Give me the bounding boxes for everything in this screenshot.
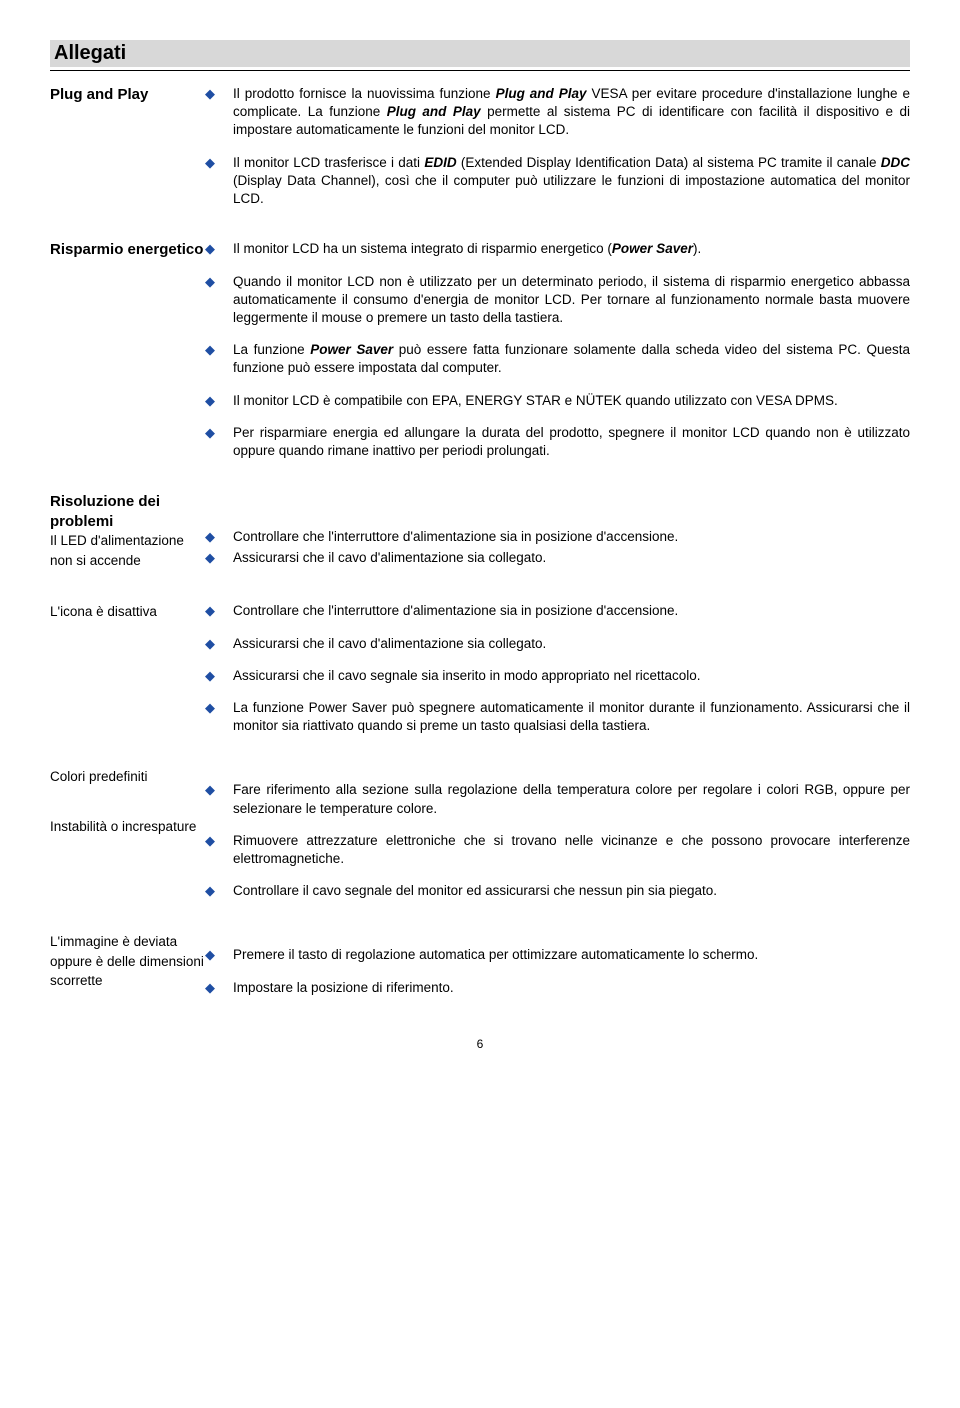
content: ◆ Premere il tasto di regolazione automa… (205, 932, 910, 996)
diamond-icon: ◆ (205, 832, 215, 850)
diamond-icon: ◆ (205, 392, 215, 410)
diamond-icon: ◆ (205, 549, 215, 567)
bullet-text: La funzione Power Saver può essere fatta… (233, 341, 910, 377)
diamond-icon: ◆ (205, 699, 215, 717)
bullet-text: Impostare la posizione di riferimento. (233, 979, 910, 997)
content: ◆ Controllare che l'interruttore d'alime… (205, 492, 910, 570)
bullet-text: Controllare il cavo segnale del monitor … (233, 882, 910, 900)
bullet-text: Assicurarsi che il cavo d'alimentazione … (233, 635, 910, 653)
bullet-item: ◆ Impostare la posizione di riferimento. (205, 979, 910, 997)
bullet-item: ◆ Assicurarsi che il cavo segnale sia in… (205, 667, 910, 685)
bullet-text: Quando il monitor LCD non è utilizzato p… (233, 273, 910, 328)
bullet-item: ◆ Il prodotto fornisce la nuovissima fun… (205, 85, 910, 140)
bullet-item: ◆ Premere il tasto di regolazione automa… (205, 946, 910, 964)
bullet-text: Il monitor LCD è compatibile con EPA, EN… (233, 392, 910, 410)
diamond-icon: ◆ (205, 341, 215, 359)
section-colori-instabilita: Colori predefiniti Instabilità o incresp… (50, 767, 910, 900)
diamond-icon: ◆ (205, 781, 215, 799)
side-sublabel: L'immagine è deviata oppure è delle dime… (50, 934, 204, 988)
header-underline (50, 70, 910, 71)
bullet-text: Controllare che l'interruttore d'aliment… (233, 528, 910, 546)
diamond-icon: ◆ (205, 635, 215, 653)
side-sublabel: Instabilità o increspature (50, 819, 196, 834)
bullet-item: ◆ Rimuovere attrezzature elettroniche ch… (205, 832, 910, 868)
bullet-text: Assicurarsi che il cavo d'alimentazione … (233, 549, 910, 567)
bullet-item: ◆ Quando il monitor LCD non è utilizzato… (205, 273, 910, 328)
side-sublabel: Colori predefiniti (50, 769, 148, 784)
bullet-item: ◆ Assicurarsi che il cavo d'alimentazion… (205, 549, 910, 567)
bullet-item: ◆ Il monitor LCD ha un sistema integrato… (205, 240, 910, 258)
bullet-text: Per risparmiare energia ed allungare la … (233, 424, 910, 460)
section-immagine-deviata: L'immagine è deviata oppure è delle dime… (50, 932, 910, 996)
content: ◆ Il monitor LCD ha un sistema integrato… (205, 240, 910, 460)
bullet-text: Premere il tasto di regolazione automati… (233, 946, 910, 964)
bullet-text: Assicurarsi che il cavo segnale sia inse… (233, 667, 910, 685)
bullet-text: Il monitor LCD trasferisce i dati EDID (… (233, 154, 910, 209)
bullet-item: ◆ La funzione Power Saver può spegnere a… (205, 699, 910, 735)
side-label: Risoluzione dei problemi Il LED d'alimen… (50, 492, 205, 570)
diamond-icon: ◆ (205, 667, 215, 685)
diamond-icon: ◆ (205, 154, 215, 172)
diamond-icon: ◆ (205, 882, 215, 900)
section-risparmio: Risparmio energetico ◆ Il monitor LCD ha… (50, 240, 910, 460)
bullet-item: ◆ Controllare il cavo segnale del monito… (205, 882, 910, 900)
diamond-icon: ◆ (205, 946, 215, 964)
bullet-item: ◆ Assicurarsi che il cavo d'alimentazion… (205, 635, 910, 653)
bullet-item: ◆ Controllare che l'interruttore d'alime… (205, 602, 910, 620)
bullet-item: ◆ Il monitor LCD è compatibile con EPA, … (205, 392, 910, 410)
bullet-item: ◆ Controllare che l'interruttore d'alime… (205, 528, 910, 546)
bullet-item: ◆ La funzione Power Saver può essere fat… (205, 341, 910, 377)
page-header: Allegati (50, 40, 910, 67)
section-plug-and-play: Plug and Play ◆ Il prodotto fornisce la … (50, 85, 910, 208)
content: ◆ Fare riferimento alla sezione sulla re… (205, 767, 910, 900)
diamond-icon: ◆ (205, 528, 215, 546)
bullet-item: ◆ Fare riferimento alla sezione sulla re… (205, 781, 910, 817)
bullet-text: Il monitor LCD ha un sistema integrato d… (233, 240, 910, 258)
bullet-text: Controllare che l'interruttore d'aliment… (233, 602, 910, 620)
side-label: L'icona è disattiva (50, 602, 205, 735)
bullet-text: Il prodotto fornisce la nuovissima funzi… (233, 85, 910, 140)
page-number: 6 (50, 1037, 910, 1051)
side-label: Plug and Play (50, 85, 205, 208)
side-sublabel: L'icona è disattiva (50, 604, 157, 619)
side-sublabel: Il LED d'alimentazione non si accende (50, 533, 184, 568)
side-label: L'immagine è deviata oppure è delle dime… (50, 932, 205, 996)
section-icona-disattiva: L'icona è disattiva ◆ Controllare che l'… (50, 602, 910, 735)
bullet-item: ◆ Per risparmiare energia ed allungare l… (205, 424, 910, 460)
bullet-text: La funzione Power Saver può spegnere aut… (233, 699, 910, 735)
diamond-icon: ◆ (205, 979, 215, 997)
content: ◆ Il prodotto fornisce la nuovissima fun… (205, 85, 910, 208)
diamond-icon: ◆ (205, 424, 215, 442)
content: ◆ Controllare che l'interruttore d'alime… (205, 602, 910, 735)
bullet-text: Rimuovere attrezzature elettroniche che … (233, 832, 910, 868)
diamond-icon: ◆ (205, 240, 215, 258)
side-label: Risparmio energetico (50, 240, 205, 460)
section-risoluzione-led: Risoluzione dei problemi Il LED d'alimen… (50, 492, 910, 570)
bullet-item: ◆ Il monitor LCD trasferisce i dati EDID… (205, 154, 910, 209)
diamond-icon: ◆ (205, 273, 215, 291)
side-label: Colori predefiniti Instabilità o incresp… (50, 767, 205, 900)
diamond-icon: ◆ (205, 85, 215, 103)
diamond-icon: ◆ (205, 602, 215, 620)
bullet-text: Fare riferimento alla sezione sulla rego… (233, 781, 910, 817)
